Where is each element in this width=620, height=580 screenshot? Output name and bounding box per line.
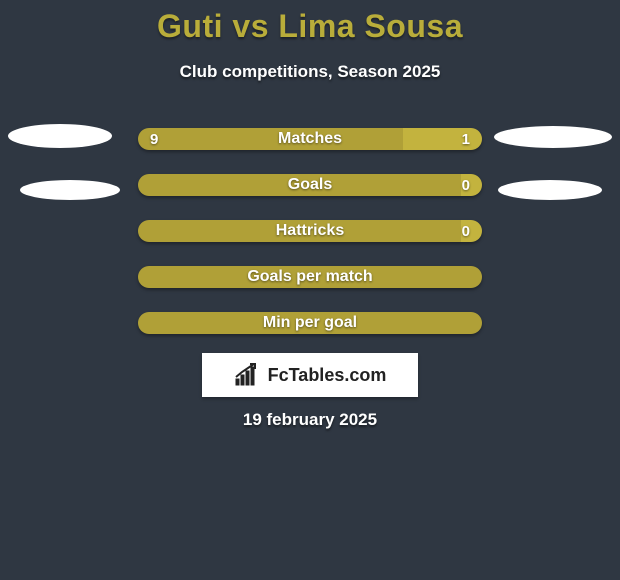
page-title: Guti vs Lima Sousa bbox=[0, 8, 620, 45]
stat-row: Goals per match bbox=[138, 266, 482, 288]
stat-bar-full bbox=[138, 312, 482, 334]
stat-row: Hattricks0 bbox=[138, 220, 482, 242]
right-badge-1 bbox=[494, 126, 612, 148]
branding-text: FcTables.com bbox=[268, 365, 387, 386]
stat-bar-left bbox=[138, 128, 403, 150]
stat-value-right: 1 bbox=[462, 128, 470, 150]
stat-bar-full bbox=[138, 266, 482, 288]
branding-banner: FcTables.com bbox=[202, 353, 418, 397]
stat-bar-right bbox=[403, 128, 482, 150]
stat-bars: Matches91Goals0Hattricks0Goals per match… bbox=[138, 128, 482, 358]
stat-row: Matches91 bbox=[138, 128, 482, 150]
fctables-icon bbox=[234, 363, 262, 387]
left-badge-2 bbox=[20, 180, 120, 200]
stat-value-left: 9 bbox=[150, 128, 158, 150]
comparison-card: Guti vs Lima Sousa Club competitions, Se… bbox=[0, 0, 620, 580]
date-label: 19 february 2025 bbox=[0, 410, 620, 430]
left-badge-1 bbox=[8, 124, 112, 148]
subtitle: Club competitions, Season 2025 bbox=[0, 62, 620, 82]
right-badge-2 bbox=[498, 180, 602, 200]
stat-value-right: 0 bbox=[462, 174, 470, 196]
stat-bar-left bbox=[138, 220, 461, 242]
stat-row: Min per goal bbox=[138, 312, 482, 334]
stat-bar-left bbox=[138, 174, 461, 196]
stat-value-right: 0 bbox=[462, 220, 470, 242]
stat-row: Goals0 bbox=[138, 174, 482, 196]
